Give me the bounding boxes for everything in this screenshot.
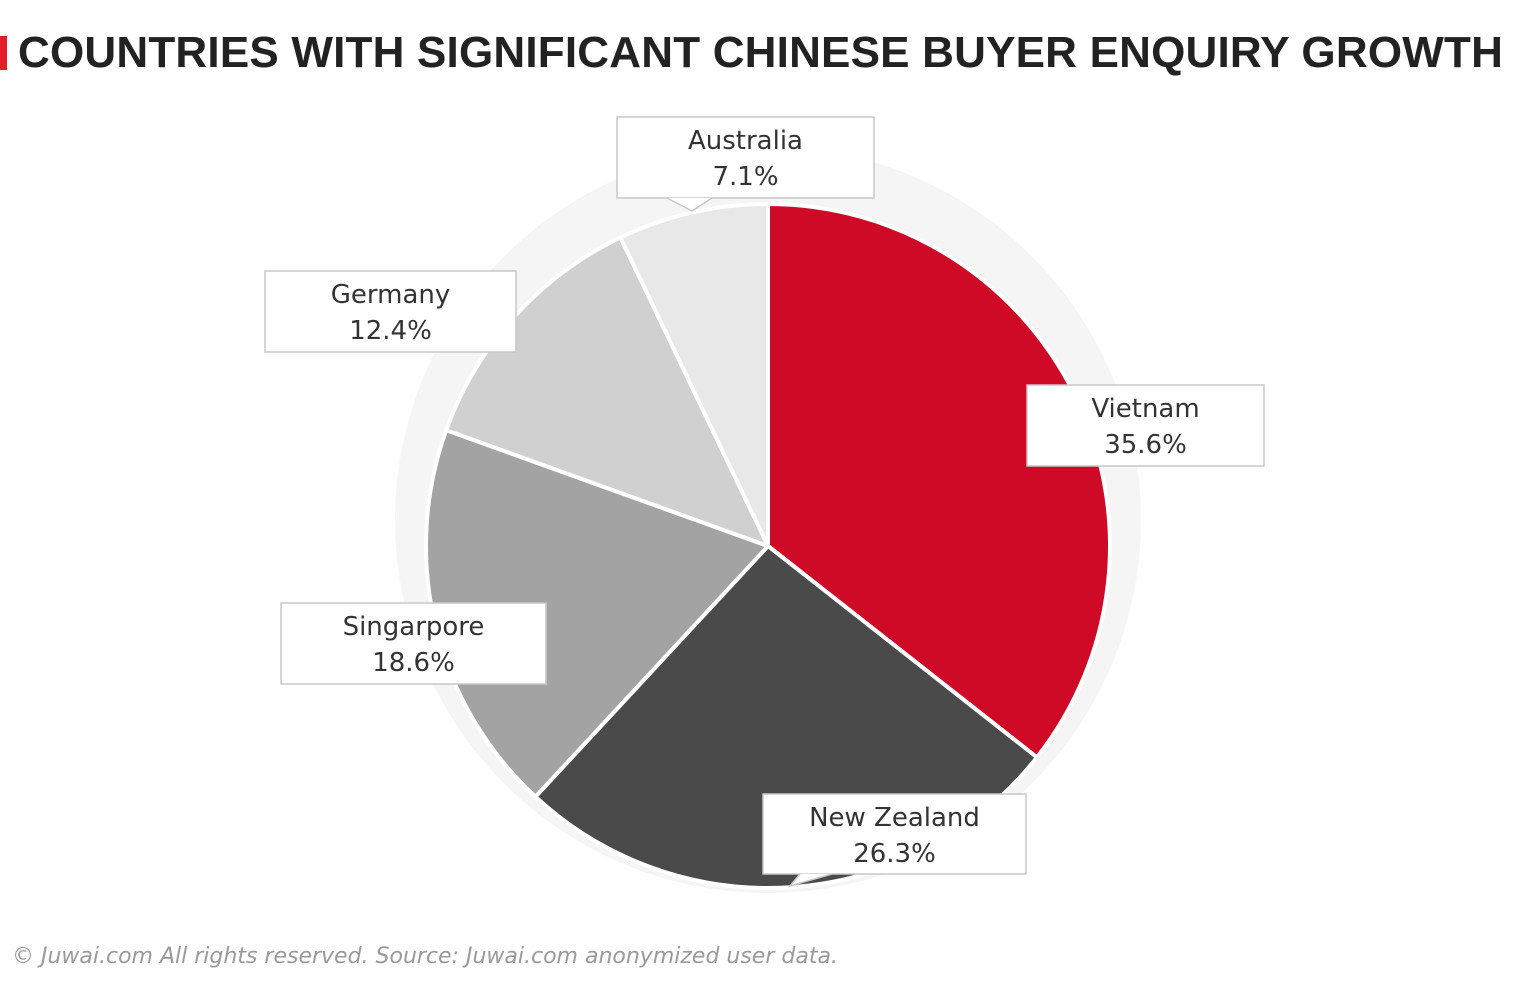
- slice-value-singarpore: 18.6%: [372, 648, 455, 678]
- source-footer: © Juwai.com All rights reserved. Source:…: [12, 944, 838, 969]
- label-box-australia: Australia 7.1%: [616, 116, 875, 212]
- label-box-frame: [616, 116, 875, 199]
- pie-slices: [424, 202, 1112, 890]
- slice-label-germany: Germany: [331, 280, 451, 310]
- slice-value-vietnam: 35.6%: [1104, 430, 1187, 460]
- slice-label-vietnam: Vietnam: [1091, 394, 1199, 424]
- slice-label-new-zealand: New Zealand: [809, 803, 980, 833]
- label-box-pointer: [787, 873, 833, 888]
- slice-value-australia: 7.1%: [712, 162, 778, 192]
- label-box-frame: [264, 270, 517, 353]
- slice-label-australia: Australia: [688, 126, 803, 156]
- label-box-frame: [280, 602, 547, 685]
- label-box-pointer: [666, 197, 713, 212]
- slice-label-singarpore: Singarpore: [343, 612, 485, 642]
- slice-value-germany: 12.4%: [349, 316, 432, 346]
- label-box-new-zealand: New Zealand 26.3%: [762, 793, 1027, 888]
- title-accent-bar: [0, 36, 7, 70]
- label-box-frame: [762, 793, 1027, 875]
- pie-slice-australia: [618, 202, 770, 548]
- chart-title: COUNTRIES WITH SIGNIFICANT CHINESE BUYER…: [18, 28, 1504, 77]
- label-box-germany: Germany 12.4%: [264, 270, 517, 353]
- label-box-vietnam: Vietnam 35.6%: [1026, 384, 1265, 467]
- slice-value-new-zealand: 26.3%: [853, 839, 936, 869]
- pie-labels: Vietnam 35.6% New Zealand 26.3% Singarpore 18…: [264, 116, 1265, 888]
- label-box-singarpore: Singarpore 18.6%: [280, 602, 547, 685]
- label-box-frame: [1026, 384, 1265, 467]
